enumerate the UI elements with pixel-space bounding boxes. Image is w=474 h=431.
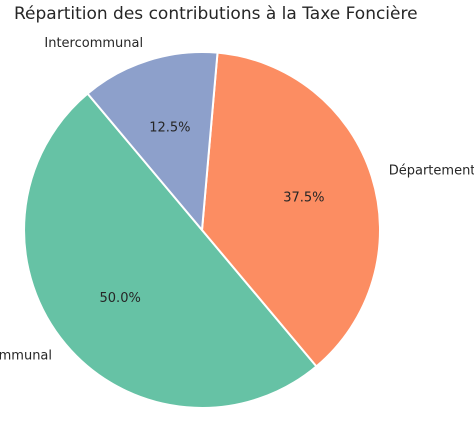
category-label-departemental: Départemental (389, 164, 474, 179)
pct-label-communal: 50.0% (100, 291, 141, 306)
pct-label-intercommunal: 12.5% (149, 121, 190, 136)
pie-slice-departemental (201, 51, 381, 368)
category-label-intercommunal: Intercommunal (44, 36, 143, 51)
chart-title: Répartition des contributions à la Taxe … (14, 4, 418, 24)
category-label-communal: Communal (0, 348, 52, 363)
pie-slice-intercommunal (86, 51, 219, 231)
pct-label-departemental: 37.5% (283, 190, 324, 205)
pie-slice-communal (23, 92, 318, 409)
